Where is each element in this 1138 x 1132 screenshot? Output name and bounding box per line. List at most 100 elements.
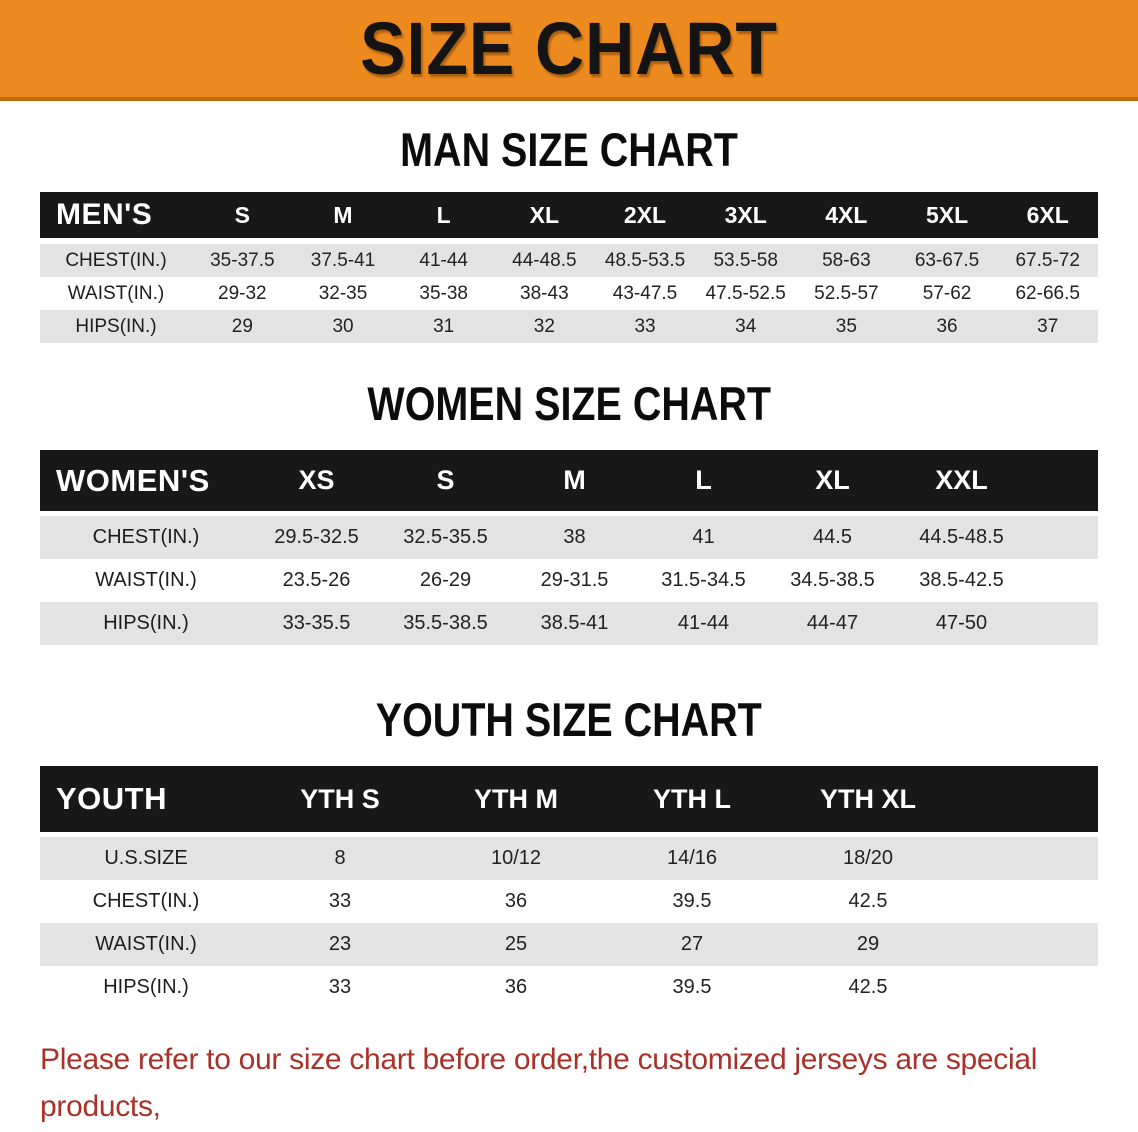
column-header: L xyxy=(695,465,712,495)
table-cell: 18/20 xyxy=(842,847,894,869)
women-section-heading-text: WOMEN SIZE CHART xyxy=(367,377,771,430)
men-hips-row: HIPS(IN.) 29 30 31 32 33 34 35 36 37 xyxy=(40,310,1098,343)
column-header: 3XL xyxy=(724,201,767,228)
column-header: YTH XL xyxy=(819,783,916,814)
table-cell: 35.5-38.5 xyxy=(403,612,488,634)
table-cell: 32 xyxy=(533,315,555,337)
men-chest-row: CHEST(IN.) 35-37.5 37.5-41 41-44 44-48.5… xyxy=(40,244,1098,277)
table-cell: 37 xyxy=(1037,315,1059,337)
table-cell: 35 xyxy=(835,315,857,337)
table-cell: 62-66.5 xyxy=(1015,282,1080,304)
row-label: CHEST(IN.) xyxy=(65,249,167,271)
youth-hips-row: HIPS(IN.) 33 36 39.5 42.5 xyxy=(40,966,1098,1009)
table-cell: 44.5-48.5 xyxy=(919,526,1004,548)
column-header: M xyxy=(333,201,353,228)
youth-table-header-row: YOUTH YTH S YTH M YTH L YTH XL xyxy=(40,766,1098,832)
men-section-heading-text: MAN SIZE CHART xyxy=(400,123,738,176)
table-cell: 44-48.5 xyxy=(512,249,577,271)
youth-section-heading-text: YOUTH SIZE CHART xyxy=(375,693,763,746)
row-label: HIPS(IN.) xyxy=(103,976,189,998)
table-cell: 47.5-52.5 xyxy=(705,282,786,304)
men-section-heading: MAN SIZE CHART xyxy=(0,126,1138,173)
table-cell: 44-47 xyxy=(806,612,859,634)
table-cell: 34 xyxy=(735,315,757,337)
row-label: HIPS(IN.) xyxy=(103,612,189,634)
row-label: CHEST(IN.) xyxy=(92,526,200,548)
column-header: 5XL xyxy=(925,201,969,228)
youth-table-title: YOUTH xyxy=(56,781,167,816)
table-cell: 27 xyxy=(680,933,704,955)
youth-waist-row: WAIST(IN.) 23 25 27 29 xyxy=(40,923,1098,966)
row-label: WAIST(IN.) xyxy=(67,282,165,304)
table-cell: 8 xyxy=(334,847,346,869)
column-header: YTH M xyxy=(474,783,558,814)
youth-size-table: YOUTH YTH S YTH M YTH L YTH XL U.S.SIZE … xyxy=(40,766,1098,1009)
table-cell: 33 xyxy=(634,315,656,337)
table-cell: 58-63 xyxy=(822,249,871,271)
table-cell: 38 xyxy=(563,526,586,548)
table-cell: 25 xyxy=(504,933,528,955)
table-cell: 31.5-34.5 xyxy=(661,569,746,591)
row-label: CHEST(IN.) xyxy=(92,890,200,912)
men-waist-row: WAIST(IN.) 29-32 32-35 35-38 38-43 43-47… xyxy=(40,277,1098,310)
women-section-heading: WOMEN SIZE CHART xyxy=(0,380,1138,427)
table-cell: 29 xyxy=(231,315,253,337)
table-cell: 23 xyxy=(328,933,352,955)
table-cell: 37.5-41 xyxy=(310,249,376,271)
row-label: WAIST(IN.) xyxy=(95,569,197,591)
table-cell: 35-37.5 xyxy=(210,249,275,271)
column-header: YTH S xyxy=(300,783,380,814)
row-label: HIPS(IN.) xyxy=(75,315,157,337)
column-header: 4XL xyxy=(825,201,868,228)
column-header: S xyxy=(234,201,250,228)
women-waist-row: WAIST(IN.) 23.5-26 26-29 29-31.5 31.5-34… xyxy=(40,559,1098,602)
table-cell: 33 xyxy=(328,890,352,912)
table-cell: 31 xyxy=(433,315,455,337)
table-cell: 14/16 xyxy=(666,847,718,869)
table-cell: 41-44 xyxy=(419,249,468,271)
table-cell: 38-43 xyxy=(520,282,569,304)
table-cell: 57-62 xyxy=(922,282,972,304)
table-cell: 41-44 xyxy=(677,612,730,634)
men-table-title: MEN'S xyxy=(56,198,153,231)
men-table-header-row: MEN'S S M L XL 2XL 3XL 4XL 5XL 6XL xyxy=(40,192,1098,238)
column-header: XL xyxy=(529,201,560,228)
table-cell: 30 xyxy=(332,315,354,337)
table-cell: 33-35.5 xyxy=(282,612,351,634)
table-cell: 29 xyxy=(856,933,880,955)
column-header: XXL xyxy=(935,465,988,495)
table-cell: 42.5 xyxy=(848,890,888,912)
youth-section-heading: YOUTH SIZE CHART xyxy=(0,696,1138,743)
table-cell: 38.5-42.5 xyxy=(919,569,1004,591)
table-cell: 67.5-72 xyxy=(1015,249,1080,271)
column-header: XL xyxy=(815,465,850,495)
table-cell: 26-29 xyxy=(419,569,472,591)
column-header: YTH L xyxy=(653,783,731,814)
table-cell: 35-38 xyxy=(419,282,468,304)
column-header: XS xyxy=(298,465,335,495)
row-label: WAIST(IN.) xyxy=(95,933,197,955)
youth-ussize-row: U.S.SIZE 8 10/12 14/16 18/20 xyxy=(40,837,1098,880)
table-cell: 32-35 xyxy=(318,282,368,304)
women-size-table: WOMEN'S XS S M L XL XXL CHEST(IN.) 29.5-… xyxy=(40,450,1098,645)
page-title: SIZE CHART xyxy=(360,7,778,90)
table-cell: 47-50 xyxy=(935,612,988,634)
table-cell: 39.5 xyxy=(672,890,712,912)
table-cell: 43-47.5 xyxy=(612,282,678,304)
women-table-header-row: WOMEN'S XS S M L XL XXL xyxy=(40,450,1098,511)
column-header: L xyxy=(436,201,451,228)
disclaimer: Please refer to our size chart before or… xyxy=(40,1037,1098,1132)
table-cell: 23.5-26 xyxy=(282,569,351,591)
table-cell: 10/12 xyxy=(490,847,542,869)
table-cell: 36 xyxy=(504,976,528,998)
column-header: 2XL xyxy=(623,201,667,228)
table-cell: 42.5 xyxy=(848,976,888,998)
table-cell: 29.5-32.5 xyxy=(274,526,359,548)
table-cell: 41 xyxy=(692,526,715,548)
column-header: 6XL xyxy=(1026,201,1069,228)
men-size-table: MEN'S S M L XL 2XL 3XL 4XL 5XL 6XL CHEST… xyxy=(40,192,1098,343)
column-header: M xyxy=(563,465,586,495)
column-header: S xyxy=(436,465,455,495)
table-cell: 53.5-58 xyxy=(713,249,778,271)
table-cell: 38.5-41 xyxy=(540,612,609,634)
